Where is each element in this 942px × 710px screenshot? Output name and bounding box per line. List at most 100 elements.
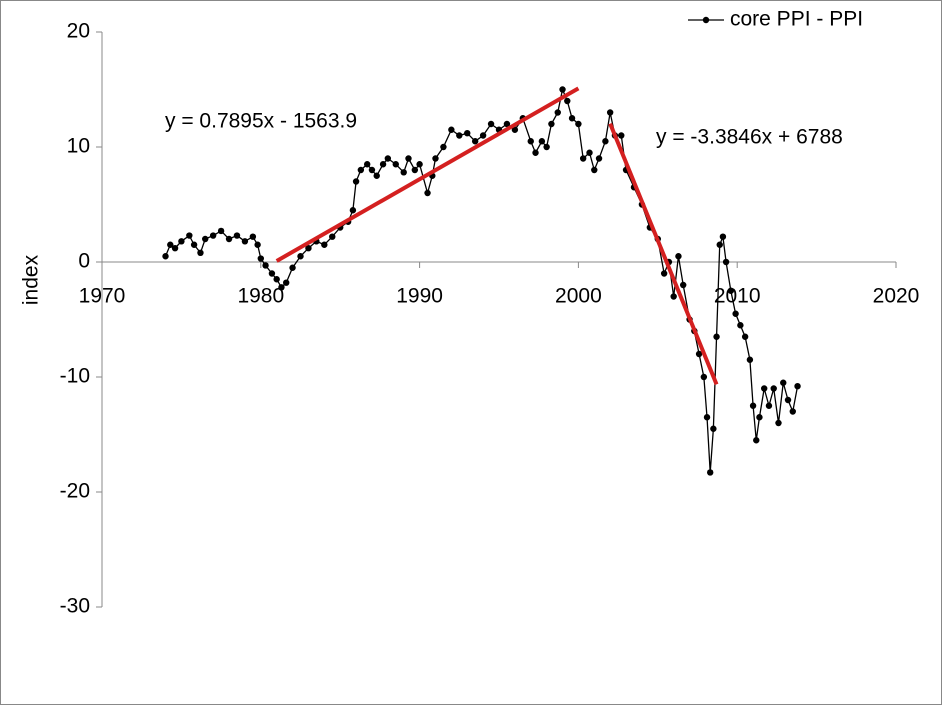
data-point xyxy=(606,109,614,116)
data-point xyxy=(586,149,593,156)
data-point xyxy=(780,379,787,386)
data-point xyxy=(741,333,749,340)
data-point xyxy=(268,270,276,277)
data-point xyxy=(186,232,193,239)
data-point xyxy=(424,189,431,197)
data-point xyxy=(241,238,249,245)
data-point xyxy=(680,281,687,289)
trendline-equation: y = -3.3846x + 6788 xyxy=(656,126,843,149)
data-point xyxy=(732,310,739,317)
data-point xyxy=(503,120,511,128)
data-point xyxy=(722,258,730,266)
data-point xyxy=(579,155,587,162)
data-point xyxy=(217,227,225,235)
x-tick-label: 2020 xyxy=(873,285,920,308)
data-point xyxy=(710,425,717,432)
data-point xyxy=(707,469,714,476)
y-tick-label: 10 xyxy=(67,135,90,158)
data-point xyxy=(379,161,387,168)
data-point xyxy=(794,383,801,390)
data-point xyxy=(405,155,412,162)
data-point xyxy=(543,143,550,151)
data-point xyxy=(775,419,782,427)
data-point xyxy=(368,166,376,174)
x-tick-label: 2010 xyxy=(714,285,761,308)
data-point xyxy=(167,241,174,248)
data-point xyxy=(254,241,261,248)
data-point xyxy=(190,241,198,248)
data-point xyxy=(568,115,576,122)
data-point xyxy=(703,414,711,421)
y-tick-label: 0 xyxy=(78,250,90,273)
data-point xyxy=(411,166,419,174)
data-point xyxy=(329,233,336,240)
data-point xyxy=(416,161,423,168)
data-point xyxy=(784,396,792,404)
data-point xyxy=(737,322,744,329)
data-point xyxy=(479,132,487,139)
data-point xyxy=(197,249,204,256)
data-point xyxy=(511,126,519,133)
data-point xyxy=(532,149,539,156)
x-tick-label: 1980 xyxy=(237,285,284,308)
data-point xyxy=(487,120,495,128)
data-point xyxy=(162,253,169,260)
trendline-equation: y = 0.7895x - 1563.9 xyxy=(165,110,357,133)
data-point xyxy=(373,172,380,179)
data-point xyxy=(233,232,241,239)
y-tick-label: 20 xyxy=(67,20,90,43)
x-tick-label: 2000 xyxy=(555,285,602,308)
data-point xyxy=(297,253,304,260)
data-point xyxy=(289,264,296,271)
y-axis-label: index xyxy=(20,254,43,305)
data-point xyxy=(770,385,777,392)
data-point xyxy=(719,233,727,240)
data-point xyxy=(178,238,185,245)
data-point xyxy=(456,132,463,139)
data-point xyxy=(321,241,328,248)
data-point xyxy=(564,97,571,105)
y-tick-label: -20 xyxy=(60,480,90,503)
y-tick-label: -10 xyxy=(60,365,90,388)
data-point xyxy=(432,155,439,162)
data-point xyxy=(273,276,280,283)
y-tick-label: -30 xyxy=(60,595,90,618)
data-point xyxy=(225,235,233,243)
data-point xyxy=(559,86,566,93)
data-point xyxy=(756,414,763,421)
data-point xyxy=(392,161,399,168)
data-point xyxy=(660,270,668,277)
data-point xyxy=(670,293,677,300)
x-tick-label: 1970 xyxy=(79,285,126,308)
data-point xyxy=(305,245,312,252)
data-point xyxy=(278,284,285,291)
data-point xyxy=(471,138,479,145)
data-point xyxy=(749,402,757,409)
data-point xyxy=(440,143,447,151)
data-point xyxy=(618,132,625,139)
data-point xyxy=(700,373,708,381)
data-point xyxy=(257,255,264,262)
data-point xyxy=(448,126,455,133)
data-point xyxy=(760,385,768,392)
data-point xyxy=(171,245,179,252)
legend-label: core PPI - PPI xyxy=(730,8,863,31)
data-point xyxy=(464,130,471,137)
data-point xyxy=(249,233,257,240)
data-point xyxy=(595,155,603,162)
data-point xyxy=(675,253,682,260)
data-point xyxy=(262,262,269,269)
data-point xyxy=(357,166,365,174)
data-point xyxy=(765,402,773,409)
data-point xyxy=(283,279,290,286)
data-point xyxy=(602,138,609,145)
data-point xyxy=(202,235,209,243)
data-point xyxy=(789,408,796,415)
data-point xyxy=(548,120,555,128)
data-point xyxy=(695,350,703,358)
legend-marker xyxy=(702,16,710,24)
trendline xyxy=(275,86,580,263)
